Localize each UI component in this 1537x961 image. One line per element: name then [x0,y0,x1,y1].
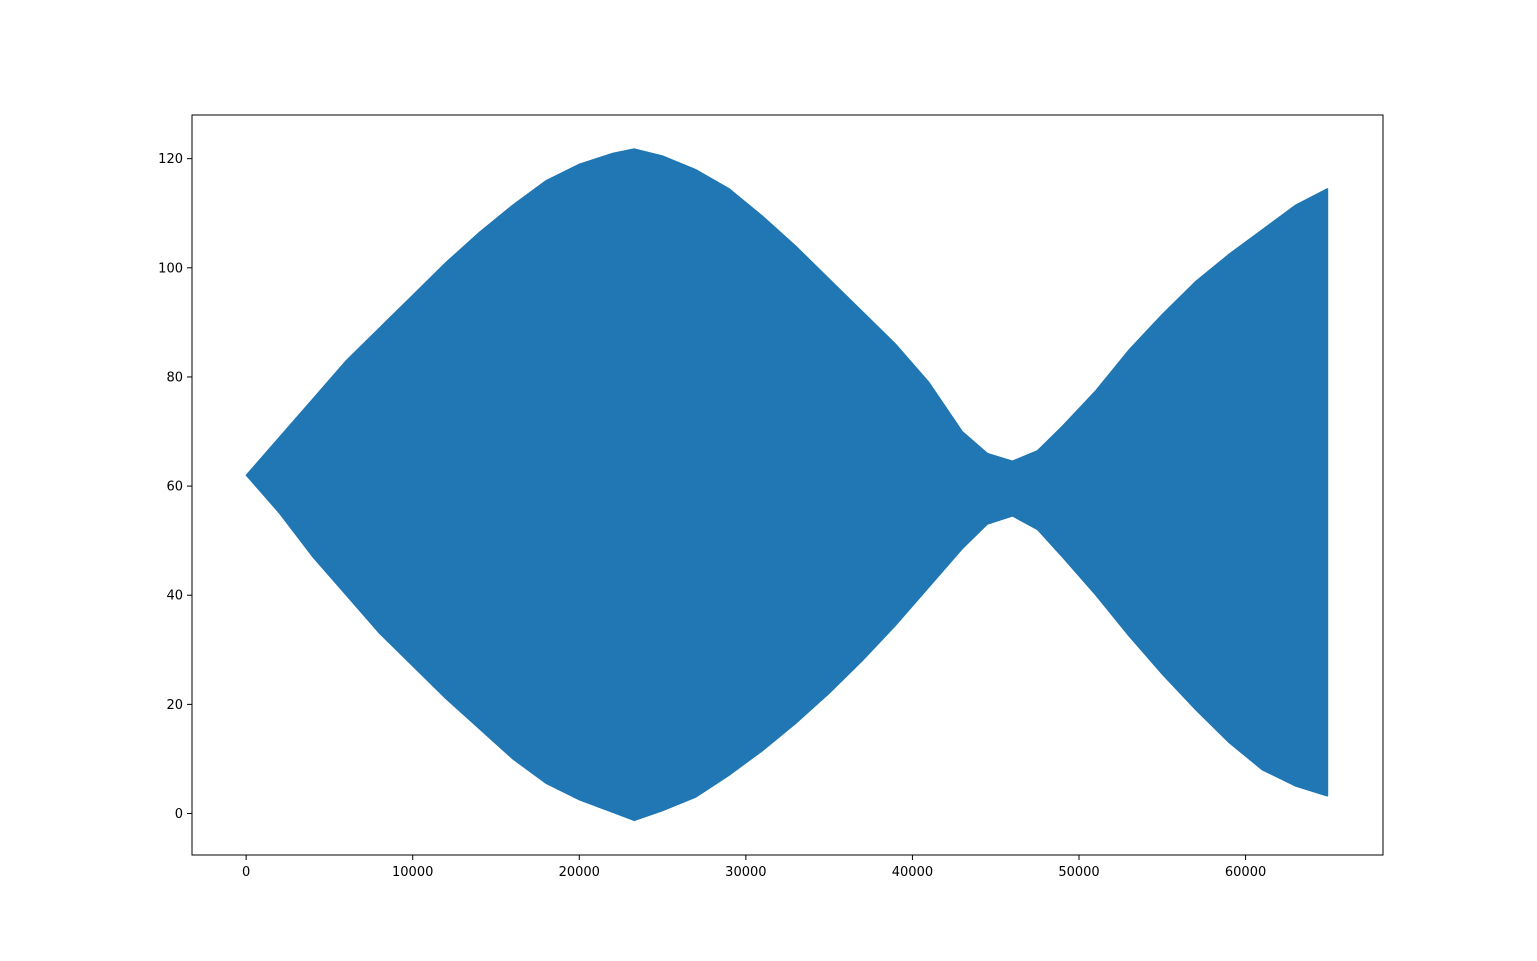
y-tick-label: 40 [166,589,183,604]
y-tick-label: 60 [166,480,183,495]
y-tick-label: 0 [175,807,183,822]
x-tick-label: 30000 [725,865,766,880]
x-tick-label: 10000 [392,865,433,880]
y-tick-label: 100 [158,261,183,276]
x-tick-label: 0 [242,865,250,880]
x-tick-label: 50000 [1058,865,1099,880]
y-tick-label: 120 [158,152,183,167]
y-tick-label: 80 [166,370,183,385]
y-tick-label: 20 [166,698,183,713]
x-tick-label: 60000 [1225,865,1266,880]
x-tick-label: 20000 [559,865,600,880]
x-tick-label: 40000 [892,865,933,880]
